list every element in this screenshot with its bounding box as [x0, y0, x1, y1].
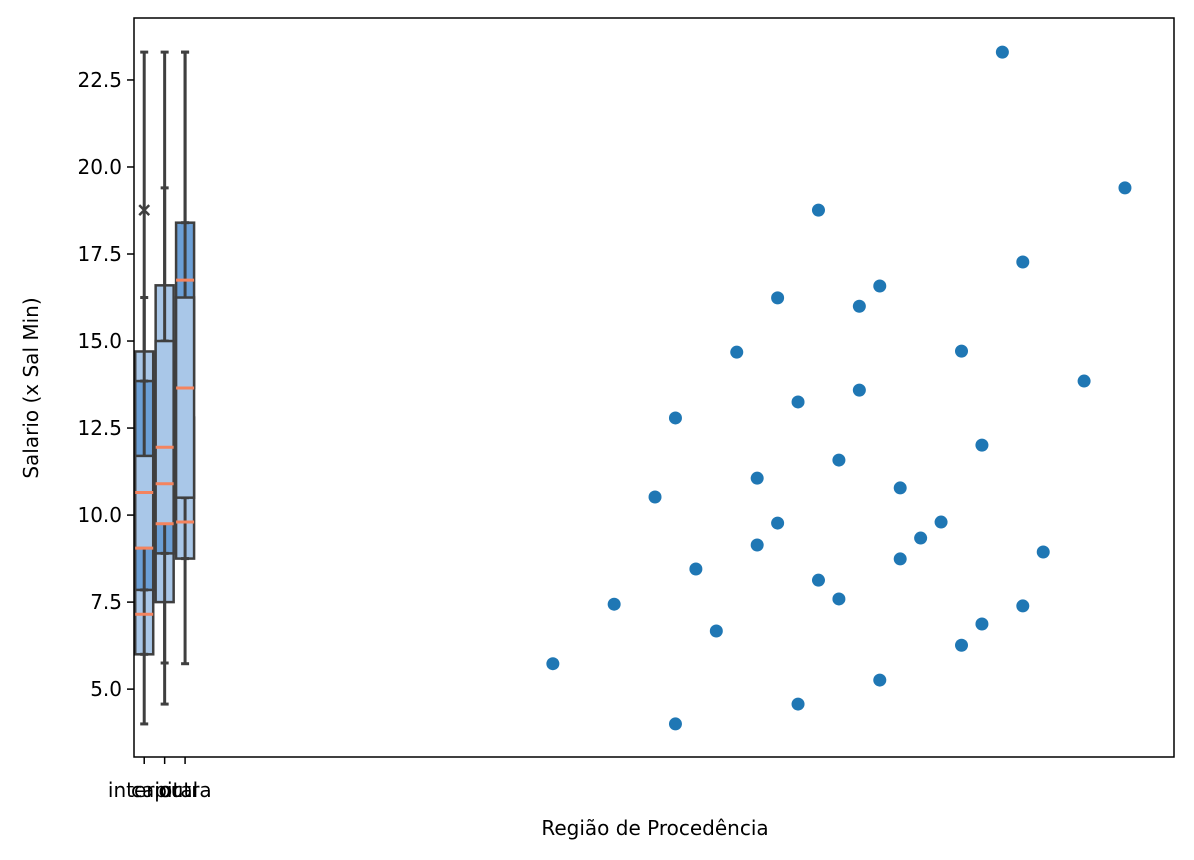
y-tick-label: 12.5 — [77, 416, 122, 440]
scatter-point — [934, 515, 948, 529]
y-tick-label: 20.0 — [77, 155, 122, 179]
x-tick-label: outra — [158, 778, 211, 802]
scatter-point — [791, 697, 805, 711]
box — [154, 339, 175, 526]
scatter-point — [771, 291, 785, 305]
y-tick-label: 5.0 — [90, 677, 122, 701]
scatter-point — [893, 552, 907, 566]
scatter-point — [1077, 374, 1091, 388]
scatter-point — [852, 299, 866, 313]
scatter-point — [852, 383, 866, 397]
x-axis-label: Região de Procedência — [541, 816, 768, 840]
scatter-point — [1016, 255, 1030, 269]
y-tick-label: 22.5 — [77, 68, 122, 92]
scatter-point — [668, 411, 682, 425]
scatter-point — [832, 453, 846, 467]
scatter-point — [893, 481, 907, 495]
scatter-point — [914, 531, 928, 545]
x-tick-label: interior — [108, 778, 181, 802]
scatter-point — [607, 597, 621, 611]
scatter-point — [811, 573, 825, 587]
scatter-point — [750, 538, 764, 552]
scatter-point — [811, 203, 825, 217]
scatter-point — [546, 657, 560, 671]
scatter-point — [730, 345, 744, 359]
plot-frame — [133, 17, 1175, 758]
y-tick-label: 10.0 — [77, 503, 122, 527]
scatter-point — [832, 592, 846, 606]
box — [174, 296, 196, 499]
scatter-point — [709, 624, 723, 638]
y-axis-label: Salario (x Sal Min) — [19, 297, 43, 478]
scatter-point — [995, 45, 1009, 59]
x-tick-label: capital — [131, 778, 198, 802]
scatter-point — [771, 516, 785, 530]
scatter-point — [1016, 599, 1030, 613]
y-tick-label: 7.5 — [90, 590, 122, 614]
scatter-point — [873, 673, 887, 687]
scatter-point — [1118, 181, 1132, 195]
scatter-point — [791, 395, 805, 409]
scatter-point — [1036, 545, 1050, 559]
scatter-point — [668, 717, 682, 731]
scatter-point — [975, 438, 989, 452]
scatter-point — [689, 562, 703, 576]
outlier — [138, 204, 151, 217]
scatter-point — [955, 638, 969, 652]
box — [133, 454, 155, 550]
scatter-point — [648, 490, 662, 504]
scatter-point — [873, 279, 887, 293]
scatter-point — [955, 344, 969, 358]
scatter-point — [975, 617, 989, 631]
scatter-point — [750, 471, 764, 485]
y-tick-label: 15.0 — [77, 329, 122, 353]
y-tick-label: 17.5 — [77, 242, 122, 266]
